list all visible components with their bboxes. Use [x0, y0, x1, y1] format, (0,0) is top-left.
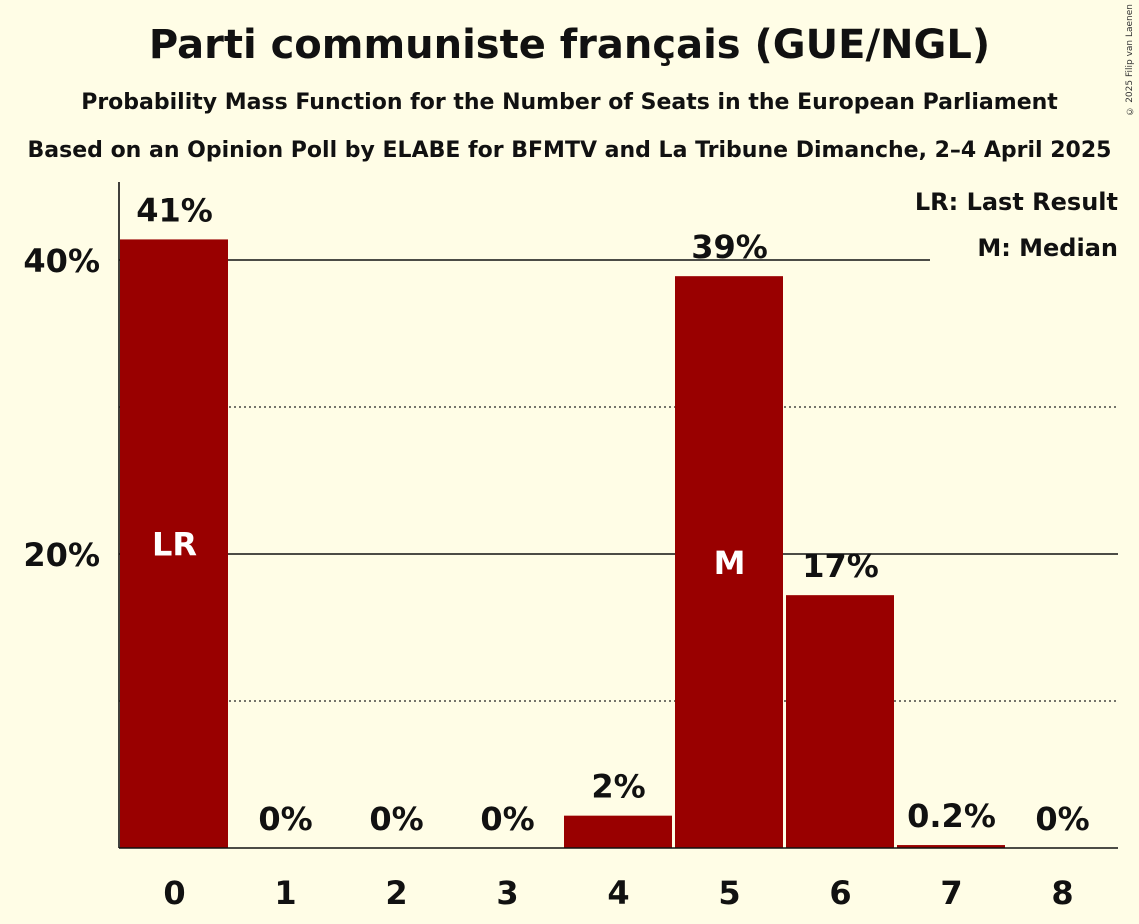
bars: 41% 0% 0% 0% 2% 39% 17% 0.2% 0% LR M: [120, 191, 1090, 849]
chart-title: Parti communiste français (GUE/NGL): [148, 22, 991, 68]
chart-subtitle: Probability Mass Function for the Number…: [81, 90, 1058, 115]
bar-value-label: 0%: [1035, 800, 1089, 838]
x-tick-label: 0: [163, 874, 185, 912]
bar-seats-7: [897, 845, 1005, 848]
x-tick-label: 2: [385, 874, 407, 912]
gridlines: [119, 259, 1118, 702]
legend-item: LR: Last Result: [915, 188, 1118, 216]
bar-seats-6: [786, 595, 894, 848]
chart-source: Based on an Opinion Poll by ELABE for BF…: [27, 138, 1112, 163]
bar-marker-lr: LR: [152, 526, 197, 564]
x-tick-label: 1: [274, 874, 296, 912]
x-tick-label: 3: [496, 874, 518, 912]
bar-seats-5: [675, 276, 783, 848]
axes: 20% 40% 0 1 2 3 4 5 6 7 8: [23, 182, 1118, 912]
bar-value-label: 39%: [691, 228, 768, 266]
bar-value-label: 17%: [802, 547, 879, 585]
bar-seats-4: [564, 815, 672, 848]
y-tick-label: 40%: [23, 242, 100, 280]
bar-value-label: 0%: [369, 800, 423, 838]
bar-value-label: 0%: [258, 800, 312, 838]
bar-value-label: 2%: [591, 768, 645, 806]
bar-seats-0: [120, 239, 228, 849]
legend-item: M: Median: [977, 234, 1118, 262]
bar-marker-m: M: [714, 544, 746, 582]
bar-value-label: 41%: [136, 191, 213, 229]
legend-background: [930, 184, 1120, 218]
bar-value-label: 0%: [480, 800, 534, 838]
y-tick-label: 20%: [23, 536, 100, 574]
legend: LR: Last Result M: Median: [915, 184, 1120, 264]
x-tick-label: 4: [607, 874, 629, 912]
x-tick-label: 7: [940, 874, 962, 912]
x-tick-label: 8: [1051, 874, 1073, 912]
legend-background: [930, 230, 1120, 264]
bar-value-label: 0.2%: [907, 797, 996, 835]
x-tick-label: 5: [718, 874, 740, 912]
x-tick-label: 6: [829, 874, 851, 912]
